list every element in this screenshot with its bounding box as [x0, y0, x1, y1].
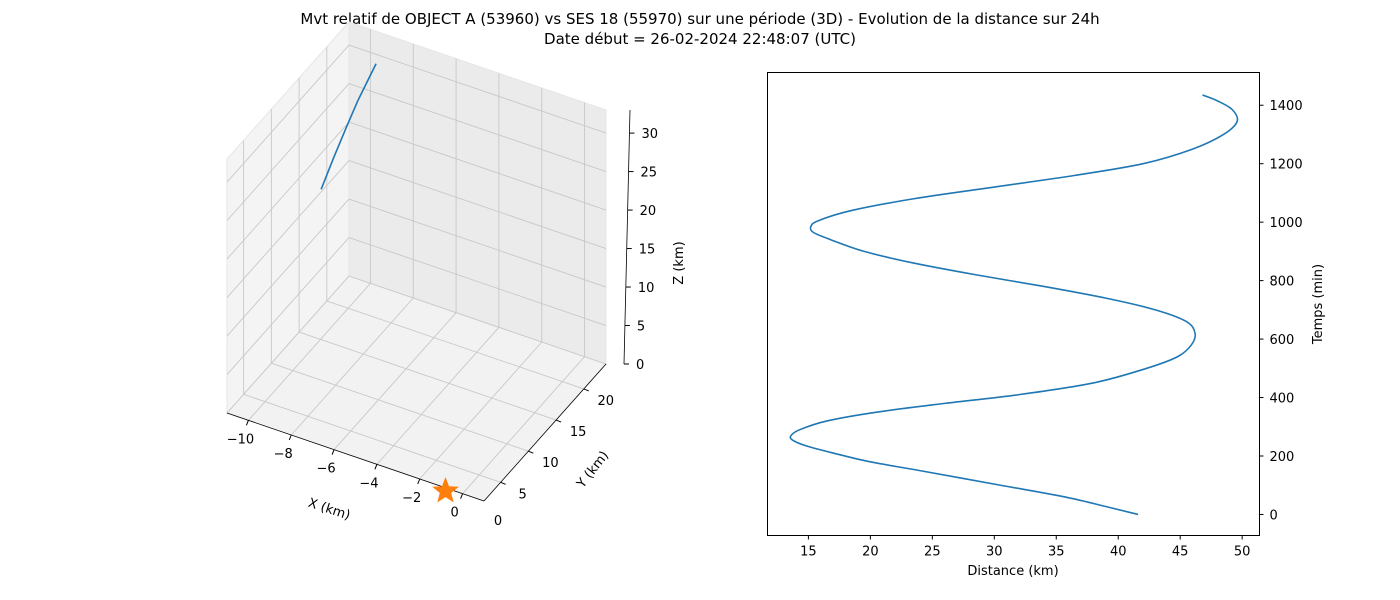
grid-line	[226, 83, 350, 221]
grid-line	[226, 121, 350, 260]
x-tick-label: −4	[359, 476, 378, 491]
y-axis-line	[483, 363, 607, 502]
x-tick-label: 40	[1110, 545, 1127, 560]
grid-line	[348, 83, 607, 173]
y-tick-label: 800	[1270, 275, 1295, 290]
chart-2d-ylabel: Temps (min)	[1311, 264, 1326, 345]
y-tick-label: 200	[1270, 450, 1295, 465]
x-tick-label: 25	[924, 545, 941, 560]
x-tick-label: 0	[450, 506, 458, 521]
x-tick-label: −2	[402, 491, 421, 506]
y-tick-label: 1400	[1270, 99, 1303, 114]
distance-series-line	[789, 94, 1239, 516]
y-tick-label: 1000	[1270, 216, 1303, 231]
grid-line	[226, 275, 350, 414]
z-tick-label: 20	[640, 204, 657, 219]
z-tick-label: 25	[641, 166, 658, 181]
plot-area-frame	[767, 72, 1260, 536]
grid-line	[348, 160, 607, 249]
y-tick-label: 20	[598, 394, 615, 409]
x-tick-label: −6	[316, 462, 335, 477]
x-tick-mark	[331, 449, 335, 455]
y-tick-mark	[500, 481, 506, 485]
x-tick-label: 45	[1172, 545, 1189, 560]
grid-line	[348, 275, 607, 365]
x-tick-mark	[288, 434, 292, 441]
grid-line	[248, 283, 371, 421]
grid-line	[348, 121, 607, 211]
x-tick-label: 30	[986, 545, 1003, 560]
star-marker	[432, 477, 459, 503]
grid-line	[419, 341, 543, 480]
y-tick-label: 1200	[1270, 158, 1303, 173]
grid-line	[462, 356, 585, 494]
x-tick-label: 50	[1234, 545, 1251, 560]
grid-line	[348, 198, 607, 288]
grid-line	[226, 44, 350, 183]
chart-2d-xlabel: Distance (km)	[967, 564, 1058, 579]
y-tick-label: 5	[518, 487, 526, 502]
y-tick-label: 10	[542, 456, 559, 471]
figure-subtitle: Date début = 26-02-2024 22:48:07 (UTC)	[544, 30, 856, 48]
z-tick-label: 0	[636, 358, 644, 373]
x-axis-ticks: 15 20 25 30 35 40 45 50	[800, 535, 1251, 560]
grid-line	[348, 237, 607, 326]
x-tick-mark	[460, 493, 464, 499]
y-tick-label: 400	[1270, 392, 1295, 407]
x-tick-mark	[417, 478, 421, 485]
x-tick-mark	[374, 464, 378, 470]
chart-3d-data	[320, 63, 459, 503]
y-tick-mark	[555, 419, 562, 423]
x-tick-label: −8	[274, 447, 293, 462]
y-tick-label: 0	[1270, 508, 1278, 523]
grid-line	[333, 312, 457, 450]
grid-line	[226, 198, 350, 337]
chart-2d-data	[789, 94, 1239, 516]
grid-line	[290, 297, 414, 436]
grid-line	[226, 160, 350, 298]
y-axis-ticks: 0 200 400 600 800 1000 1200 1400	[1259, 99, 1303, 523]
z-axis-line	[623, 109, 631, 365]
y-tick-mark	[583, 388, 590, 392]
y-tick-mark	[528, 450, 534, 454]
grid-line	[243, 393, 501, 483]
grid-line	[376, 327, 500, 465]
trajectory-line	[320, 63, 377, 190]
x-tick-label: 20	[862, 545, 879, 560]
x-tick-label: 35	[1048, 545, 1065, 560]
x-tick-mark	[245, 420, 249, 426]
grid-line	[348, 44, 607, 134]
z-tick-label: 10	[638, 281, 655, 296]
x-tick-label: −10	[227, 432, 254, 447]
figure-title: Mvt relatif de OBJECT A (53960) vs SES 1…	[300, 10, 1100, 28]
grid-line	[326, 300, 584, 390]
grid-line	[298, 331, 557, 421]
chart-3d-grid	[226, 29, 607, 494]
z-tick-label: 5	[637, 320, 645, 335]
z-tick-label: 15	[639, 243, 656, 258]
grid-line	[226, 237, 350, 375]
y-tick-label: 0	[494, 514, 502, 529]
y-tick-label: 15	[570, 425, 587, 440]
chart-3d-zlabel: Z (km)	[672, 241, 687, 284]
x-tick-label: 15	[800, 545, 817, 560]
grid-line	[271, 362, 529, 452]
z-tick-label: 30	[641, 127, 658, 142]
chart-3d-ticks: −10 −8 −6 −4 −2 0 0 5 10 15 20 0 5 10 15 20 25 30	[227, 109, 658, 529]
y-tick-label: 600	[1270, 333, 1295, 348]
